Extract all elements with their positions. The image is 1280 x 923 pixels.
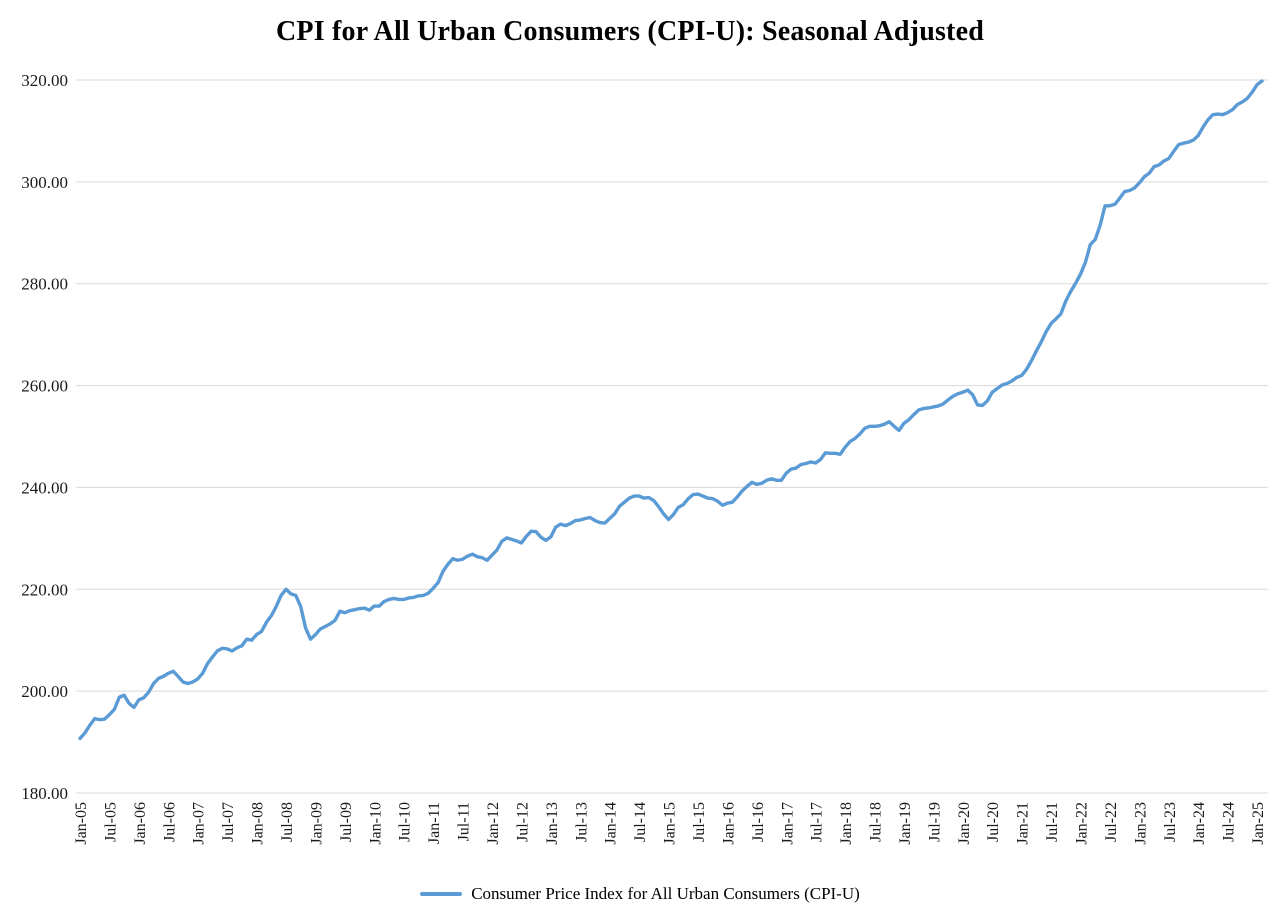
- legend: Consumer Price Index for All Urban Consu…: [0, 884, 1280, 904]
- chart-title: CPI for All Urban Consumers (CPI-U): Sea…: [276, 16, 984, 47]
- x-tick-label: Jan-09: [308, 802, 325, 845]
- x-tick-label: Jan-20: [956, 802, 973, 845]
- x-tick-label: Jul-12: [514, 802, 531, 842]
- x-tick-label: Jul-22: [1103, 802, 1120, 842]
- cpi-series-line: [78, 79, 1264, 741]
- x-tick-label: Jan-22: [1074, 802, 1091, 845]
- x-tick-label: Jul-19: [926, 802, 943, 842]
- x-tick-label: Jan-23: [1132, 802, 1149, 845]
- x-tick-label: Jul-18: [868, 802, 885, 842]
- x-tick-label: Jan-25: [1250, 802, 1267, 845]
- x-tick-label: Jul-09: [338, 802, 355, 842]
- x-tick-label: Jul-08: [279, 802, 296, 842]
- y-tick-label: 280.00: [21, 275, 68, 294]
- x-tick-label: Jan-17: [779, 802, 796, 845]
- x-tick-label: Jan-19: [897, 802, 914, 845]
- y-tick-label: 220.00: [21, 580, 68, 599]
- x-tick-label: Jan-12: [485, 802, 502, 845]
- legend-series-label: Consumer Price Index for All Urban Consu…: [471, 884, 860, 903]
- y-axis-tick-labels: 180.00 200.00 220.00 240.00 260.00 280.00 300.…: [21, 71, 68, 803]
- legend-line-swatch: [420, 892, 463, 896]
- horizontal-gridlines: [76, 79, 1268, 794]
- x-tick-label: Jan-14: [603, 802, 620, 845]
- x-tick-label: Jan-16: [720, 802, 737, 845]
- x-tick-label: Jul-07: [220, 802, 237, 842]
- y-tick-label: 320.00: [21, 71, 68, 90]
- x-tick-label: Jul-20: [985, 802, 1002, 842]
- y-tick-label: 300.00: [21, 173, 68, 192]
- x-tick-label: Jan-24: [1191, 802, 1208, 845]
- x-tick-label: Jan-15: [662, 802, 679, 845]
- cpi-line-chart: 180.00 200.00 220.00 240.00 260.00 280.00 300.…: [21, 71, 1268, 845]
- x-tick-label: Jul-14: [632, 802, 649, 842]
- x-tick-label: Jan-07: [191, 802, 208, 845]
- y-tick-label: 240.00: [21, 478, 68, 497]
- x-tick-label: Jan-10: [367, 802, 384, 845]
- x-tick-label: Jan-18: [838, 802, 855, 845]
- x-tick-label: Jul-05: [102, 802, 119, 842]
- x-tick-label: Jul-23: [1162, 802, 1179, 842]
- x-tick-label: Jul-11: [456, 802, 473, 841]
- y-tick-label: 180.00: [21, 784, 68, 803]
- x-tick-label: Jul-10: [397, 802, 414, 842]
- x-axis-tick-labels: Jan-05 Jul-05 Jan-06 Jul-06 Jan-07 Jul-07 Jan-…: [73, 802, 1267, 845]
- x-tick-label: Jan-06: [132, 802, 149, 845]
- y-tick-label: 200.00: [21, 682, 68, 701]
- x-tick-label: Jan-05: [73, 802, 90, 845]
- x-tick-label: Jul-06: [161, 802, 178, 842]
- x-tick-label: Jul-15: [691, 802, 708, 842]
- x-tick-label: Jan-08: [250, 802, 267, 845]
- x-tick-label: Jul-17: [809, 802, 826, 842]
- x-tick-label: Jan-11: [426, 802, 443, 844]
- x-tick-label: Jul-24: [1221, 802, 1238, 842]
- x-tick-label: Jul-13: [573, 802, 590, 842]
- x-tick-label: Jan-21: [1015, 802, 1032, 845]
- y-tick-label: 260.00: [21, 377, 68, 396]
- x-tick-label: Jan-13: [544, 802, 561, 845]
- x-tick-label: Jul-16: [750, 802, 767, 842]
- x-tick-label: Jul-21: [1044, 802, 1061, 842]
